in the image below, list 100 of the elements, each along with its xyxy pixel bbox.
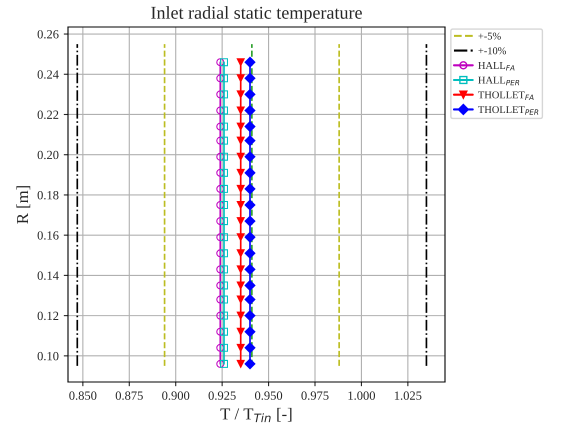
point [236,136,245,145]
point [236,328,245,336]
point [220,249,228,258]
point [244,342,256,354]
point [236,217,245,226]
point [244,200,256,210]
point [244,56,256,68]
y-tick-label: 0.10 [38,352,58,360]
x-tick-label: 1.000 [348,391,376,400]
point [236,281,245,290]
point [216,90,224,98]
point [220,122,228,131]
legend-label: HALL$_{FA}$ [478,62,514,71]
point [216,201,224,209]
y-axis-title: R [m] [16,186,30,224]
legend-label: +-5% [478,32,501,40]
x-tick-label: 0.925 [208,391,236,400]
y-tick-label: 0.12 [38,312,58,320]
point [244,105,256,116]
x-tick-label: 0.850 [69,391,96,400]
point [220,265,228,274]
point [220,217,228,226]
point [220,74,228,82]
point [244,88,256,100]
point [244,310,256,322]
point [220,281,228,290]
point [216,344,224,352]
point [220,344,228,352]
point [216,249,224,258]
point [236,106,245,114]
legend-label: THOLLET$_{PER}$ [478,106,538,115]
point [236,344,245,352]
point [236,122,245,131]
y-tick-label: 0.22 [38,110,58,120]
y-tick-label: 0.20 [38,150,58,160]
point [236,249,245,258]
point [216,296,224,304]
point [216,312,224,320]
point [220,312,228,320]
point [216,152,224,161]
point [236,296,245,304]
point [236,90,245,98]
point [216,58,224,66]
point [244,326,256,338]
point [216,281,224,290]
point [216,106,224,114]
point [236,184,245,193]
point [244,183,256,194]
point [244,358,256,370]
point [244,151,256,162]
point [216,136,224,145]
point [236,265,245,274]
point [244,294,256,305]
x-tick-label: 0.875 [116,391,143,400]
legend-label: THOLLET$_{FA}$ [478,91,534,100]
point [244,167,256,178]
y-tick-label: 0.14 [38,271,59,280]
point [236,312,245,320]
point [216,265,224,274]
point [216,74,224,82]
point [216,168,224,177]
point [216,328,224,336]
point [220,201,228,209]
point [220,296,228,304]
chart-title: Inlet radial static temperature [151,6,362,23]
point [216,122,224,131]
x-tick-label: 0.950 [254,391,282,400]
point [236,233,245,242]
point [216,233,224,242]
y-tick-label: 0.24 [38,70,59,79]
legend-label: HALL$_{PER}$ [478,76,520,86]
point [220,360,228,368]
y-tick-label: 0.26 [38,30,59,39]
point [236,360,245,368]
point [216,217,224,226]
legend-label: +-10% [478,47,506,54]
point [244,121,256,132]
point [216,360,224,368]
point [220,58,228,66]
point [236,168,245,177]
x-tick-label: 1.025 [394,391,422,400]
y-tick-label: 0.16 [38,231,59,240]
point [236,201,245,209]
point [244,232,256,243]
point [236,58,245,66]
point [220,184,228,193]
point [220,328,228,336]
point [220,168,228,177]
point [244,216,256,227]
point [236,152,245,161]
point [244,280,256,291]
point [220,152,228,161]
point [220,106,228,114]
x-tick-label: 0.975 [301,391,329,400]
point [244,264,256,275]
point [220,233,228,242]
x-axis-title: T / T$_{Tin}$ [-] [220,408,292,422]
point [216,184,224,193]
point [236,74,245,82]
point [244,72,256,84]
